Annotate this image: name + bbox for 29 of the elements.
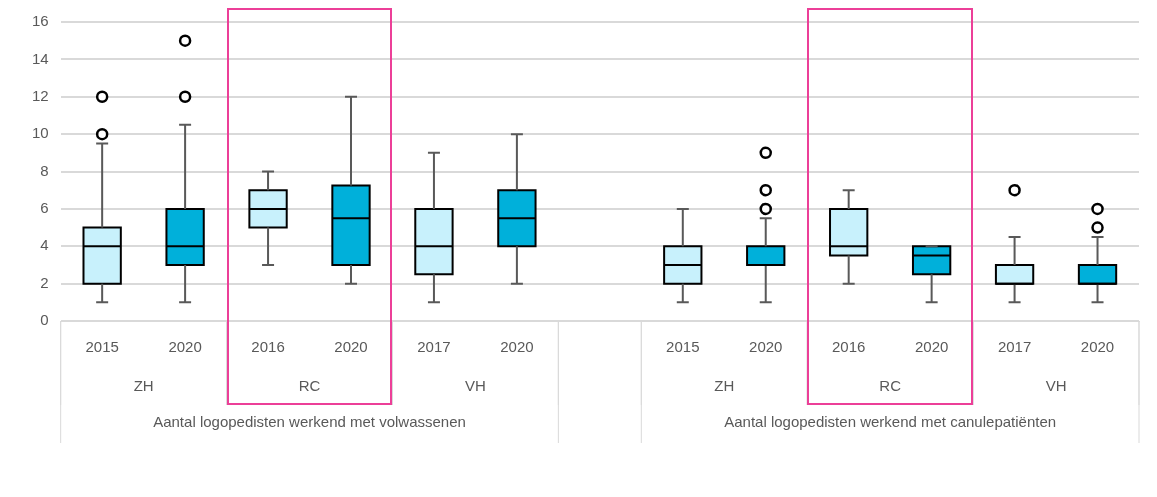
x-tick-label: 2015	[666, 338, 700, 356]
y-tick-label: 8	[40, 161, 49, 179]
x-tick-label: 2016	[832, 338, 866, 356]
y-tick-label: 2	[40, 273, 49, 291]
text: Aantal logopedisten werkend met volwassenen	[153, 413, 466, 431]
text: ZH	[133, 377, 154, 395]
x-tick-label: 2020	[749, 338, 783, 356]
x-tick-label: 2017	[997, 338, 1032, 356]
x-tick-label: 2020	[914, 338, 949, 356]
y-tick-label: 14	[32, 49, 49, 67]
y-tick-label: 0	[40, 311, 49, 329]
text: RC	[879, 377, 902, 395]
x-tick-label: 2016	[251, 338, 285, 356]
x-tick-label: 2020	[500, 338, 534, 356]
y-tick-label: 12	[32, 86, 49, 104]
text: RC	[298, 377, 321, 395]
text: Aantal logopedisten werkend met canulepatiënten	[724, 413, 1057, 431]
x-tick-label: 2020	[334, 338, 368, 356]
y-tick-label: 10	[32, 124, 49, 142]
y-tick-label: 6	[40, 199, 49, 217]
x-tick-label: 2020	[1080, 338, 1115, 356]
y-tick-label: 4	[40, 236, 49, 254]
text: VH	[1045, 377, 1067, 395]
text: ZH	[714, 377, 735, 395]
x-tick-label: 2015	[85, 338, 119, 356]
text: VH	[465, 377, 486, 395]
x-tick-label: 2020	[168, 338, 202, 356]
y-tick-label: 16	[32, 12, 49, 30]
x-tick-label: 2017	[417, 338, 451, 356]
